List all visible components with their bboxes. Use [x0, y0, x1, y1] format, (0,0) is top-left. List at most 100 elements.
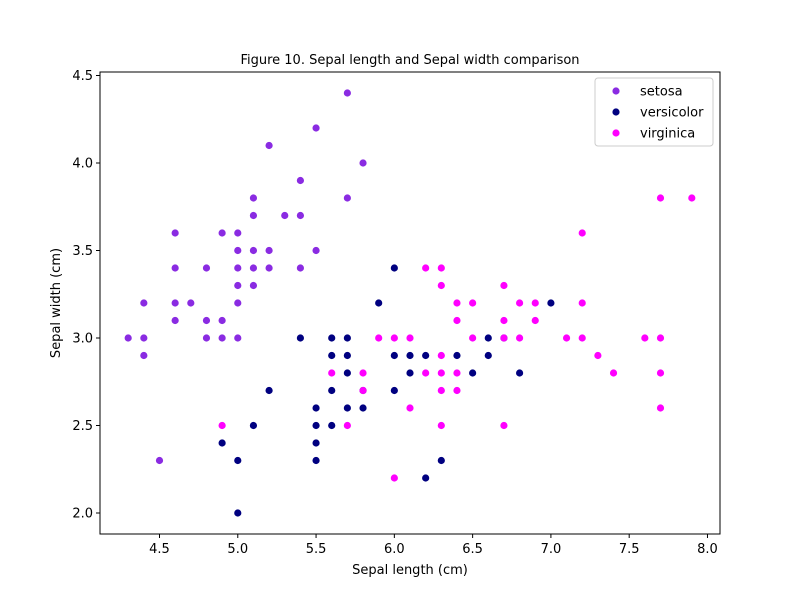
point-virginica	[500, 281, 508, 290]
point-versicolor	[484, 351, 492, 360]
point-virginica	[453, 386, 461, 395]
point-versicolor	[328, 421, 336, 430]
point-virginica	[328, 369, 336, 377]
point-virginica	[500, 334, 508, 342]
x-tick-label: 6.5	[462, 542, 483, 557]
point-virginica	[406, 334, 414, 342]
point-virginica	[515, 299, 524, 307]
point-virginica	[500, 421, 508, 430]
series-versicolor	[218, 264, 555, 517]
point-setosa	[124, 334, 132, 342]
point-versicolor	[234, 509, 242, 517]
point-versicolor	[422, 474, 430, 482]
point-setosa	[171, 299, 179, 307]
legend-box	[594, 77, 714, 147]
point-versicolor	[234, 456, 242, 465]
point-versicolor	[312, 456, 320, 465]
point-setosa	[343, 194, 351, 202]
x-axis-label: Sepal length (cm)	[352, 563, 468, 578]
point-virginica	[531, 316, 539, 325]
point-virginica	[469, 334, 477, 342]
point-virginica	[688, 194, 696, 202]
point-versicolor	[515, 369, 524, 377]
point-setosa	[265, 141, 273, 150]
point-virginica	[609, 369, 618, 377]
point-versicolor	[390, 264, 398, 272]
y-tick-label: 4.0	[72, 157, 93, 172]
point-setosa	[249, 264, 258, 272]
point-virginica	[562, 334, 571, 342]
point-setosa	[281, 211, 289, 220]
point-setosa	[218, 334, 226, 342]
point-virginica	[390, 474, 398, 482]
y-tick-label: 3.0	[72, 332, 93, 347]
point-setosa	[234, 264, 242, 272]
point-versicolor	[437, 456, 445, 465]
legend-marker-versicolor	[612, 108, 620, 116]
point-versicolor	[265, 386, 273, 395]
point-versicolor	[343, 334, 351, 342]
point-versicolor	[218, 439, 226, 447]
point-virginica	[437, 281, 445, 290]
point-versicolor	[406, 351, 414, 360]
point-setosa	[296, 264, 305, 272]
point-virginica	[390, 334, 398, 342]
point-virginica	[641, 334, 649, 342]
x-tick-label: 5.0	[227, 542, 248, 557]
point-versicolor	[343, 404, 351, 412]
point-setosa	[218, 229, 226, 237]
point-setosa	[140, 299, 148, 307]
point-virginica	[515, 334, 524, 342]
point-virginica	[437, 386, 445, 395]
point-setosa	[296, 211, 305, 220]
point-setosa	[234, 281, 242, 290]
point-setosa	[234, 299, 242, 307]
point-virginica	[359, 369, 367, 377]
y-tick-label: 4.5	[72, 69, 93, 84]
point-virginica	[437, 421, 445, 430]
point-setosa	[155, 456, 164, 465]
point-setosa	[312, 124, 320, 132]
point-setosa	[234, 246, 242, 255]
point-versicolor	[469, 369, 477, 377]
point-virginica	[656, 369, 665, 377]
x-tick-label: 7.0	[541, 542, 562, 557]
series-virginica	[218, 194, 696, 482]
point-virginica	[578, 299, 586, 307]
point-versicolor	[484, 334, 492, 342]
point-virginica	[218, 421, 226, 430]
y-tick-label: 2.0	[72, 507, 93, 522]
chart-title: Figure 10. Sepal length and Sepal width …	[240, 53, 579, 68]
x-tick-label: 5.5	[306, 542, 327, 557]
point-virginica	[469, 299, 477, 307]
x-tick-label: 6.0	[384, 542, 405, 557]
point-virginica	[453, 299, 461, 307]
point-setosa	[343, 89, 351, 97]
y-tick-label: 2.5	[72, 419, 93, 434]
x-tick-label: 7.5	[619, 542, 640, 557]
point-setosa	[249, 281, 258, 290]
point-versicolor	[422, 351, 430, 360]
plot-frame	[99, 71, 721, 535]
point-versicolor	[375, 299, 383, 307]
point-setosa	[249, 211, 258, 220]
point-virginica	[453, 369, 461, 377]
legend-marker-virginica	[612, 129, 620, 137]
y-axis-label: Sepal width (cm)	[49, 248, 64, 358]
point-setosa	[140, 334, 148, 342]
point-virginica	[422, 264, 430, 272]
point-versicolor	[390, 351, 398, 360]
point-virginica	[406, 404, 414, 412]
point-setosa	[265, 246, 273, 255]
point-setosa	[140, 351, 148, 360]
point-setosa	[296, 176, 305, 185]
x-tick-label: 4.5	[149, 542, 170, 557]
legend-label-virginica: virginica	[640, 127, 695, 142]
points-layer	[124, 89, 696, 517]
point-virginica	[453, 316, 461, 325]
point-versicolor	[312, 404, 320, 412]
point-setosa	[187, 299, 195, 307]
point-virginica	[594, 351, 602, 360]
point-versicolor	[296, 334, 305, 342]
point-versicolor	[390, 386, 398, 395]
